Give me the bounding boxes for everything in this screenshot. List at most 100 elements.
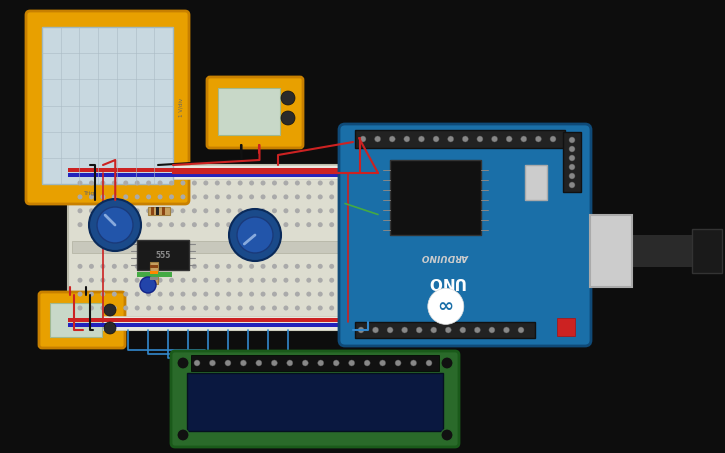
Bar: [692, 229, 722, 273]
Circle shape: [569, 182, 575, 188]
Circle shape: [123, 208, 128, 213]
Circle shape: [78, 208, 83, 213]
Circle shape: [249, 264, 254, 269]
Circle shape: [181, 264, 186, 269]
Circle shape: [306, 278, 311, 283]
Circle shape: [363, 222, 368, 227]
Circle shape: [104, 322, 116, 334]
Circle shape: [363, 292, 368, 297]
Circle shape: [329, 222, 334, 227]
Circle shape: [477, 136, 483, 142]
Circle shape: [272, 278, 277, 283]
Bar: [162, 207, 165, 215]
Circle shape: [89, 222, 94, 227]
Circle shape: [283, 208, 289, 213]
Bar: [68, 316, 378, 330]
Circle shape: [363, 305, 368, 310]
Circle shape: [550, 136, 556, 142]
Circle shape: [100, 292, 105, 297]
Circle shape: [329, 180, 334, 185]
Circle shape: [363, 208, 368, 213]
Text: Trig: Trig: [84, 192, 96, 197]
Bar: [150, 271, 158, 274]
Circle shape: [334, 360, 339, 366]
Text: 555: 555: [155, 251, 170, 260]
Circle shape: [203, 305, 208, 310]
Circle shape: [329, 292, 334, 297]
Circle shape: [203, 180, 208, 185]
Circle shape: [89, 292, 94, 297]
Circle shape: [112, 305, 117, 310]
Circle shape: [203, 264, 208, 269]
Circle shape: [203, 208, 208, 213]
Text: ARDUINO: ARDUINO: [422, 251, 469, 260]
Circle shape: [431, 327, 436, 333]
Circle shape: [78, 292, 83, 297]
Circle shape: [157, 305, 162, 310]
Circle shape: [157, 264, 162, 269]
Circle shape: [78, 278, 83, 283]
Circle shape: [506, 136, 512, 142]
Circle shape: [123, 264, 128, 269]
Circle shape: [535, 136, 542, 142]
Circle shape: [489, 327, 495, 333]
Circle shape: [329, 305, 334, 310]
Circle shape: [123, 222, 128, 227]
Circle shape: [318, 180, 323, 185]
Circle shape: [352, 222, 357, 227]
Circle shape: [100, 305, 105, 310]
Circle shape: [318, 208, 323, 213]
Circle shape: [433, 136, 439, 142]
Circle shape: [287, 360, 293, 366]
Circle shape: [569, 164, 575, 170]
Circle shape: [169, 278, 174, 283]
Circle shape: [352, 264, 357, 269]
Circle shape: [295, 305, 300, 310]
Bar: [137, 240, 189, 270]
Circle shape: [387, 327, 393, 333]
Circle shape: [89, 180, 94, 185]
Circle shape: [363, 180, 368, 185]
Circle shape: [203, 278, 208, 283]
Circle shape: [441, 429, 453, 441]
Circle shape: [569, 146, 575, 152]
Circle shape: [215, 292, 220, 297]
Circle shape: [104, 304, 116, 316]
Circle shape: [318, 264, 323, 269]
Circle shape: [112, 180, 117, 185]
Circle shape: [503, 327, 510, 333]
Circle shape: [271, 360, 278, 366]
Bar: [218, 88, 280, 135]
Circle shape: [238, 194, 243, 199]
Circle shape: [146, 278, 151, 283]
Text: UNO: UNO: [427, 274, 465, 289]
Circle shape: [295, 292, 300, 297]
Circle shape: [169, 305, 174, 310]
Circle shape: [203, 292, 208, 297]
Circle shape: [226, 278, 231, 283]
Circle shape: [341, 278, 346, 283]
Circle shape: [169, 180, 174, 185]
Circle shape: [135, 208, 140, 213]
Circle shape: [260, 305, 265, 310]
Circle shape: [363, 194, 368, 199]
Circle shape: [146, 222, 151, 227]
Circle shape: [146, 305, 151, 310]
Circle shape: [123, 278, 128, 283]
Circle shape: [341, 264, 346, 269]
Circle shape: [306, 222, 311, 227]
Circle shape: [318, 222, 323, 227]
Circle shape: [89, 199, 141, 251]
Circle shape: [441, 357, 453, 369]
Circle shape: [341, 305, 346, 310]
Circle shape: [123, 305, 128, 310]
Circle shape: [569, 155, 575, 161]
Circle shape: [146, 208, 151, 213]
Circle shape: [416, 327, 422, 333]
Text: 1 V/div: 1 V/div: [178, 98, 183, 117]
Circle shape: [215, 180, 220, 185]
Circle shape: [418, 136, 424, 142]
Circle shape: [225, 360, 231, 366]
Circle shape: [238, 278, 243, 283]
Circle shape: [306, 264, 311, 269]
